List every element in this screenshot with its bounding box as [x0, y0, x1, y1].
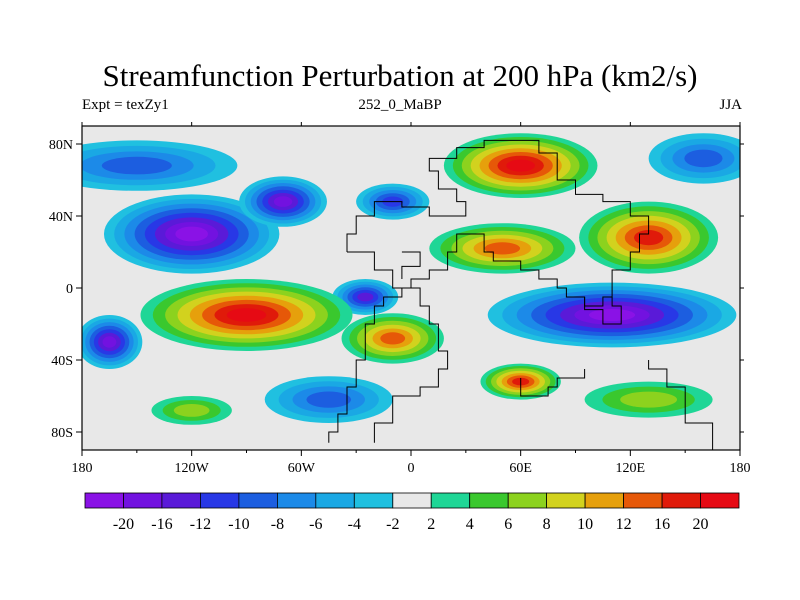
contour-band-16-2	[620, 391, 678, 408]
colorbar-box	[161, 492, 201, 509]
colorbar-box	[430, 492, 471, 509]
coastline-segment	[401, 251, 421, 279]
colorbar-label: 20	[693, 516, 709, 533]
colorbar-box	[123, 492, 163, 509]
x-tick-label: 120E	[616, 461, 646, 476]
coastline-segment	[346, 139, 650, 307]
colorbar-label: 8	[543, 516, 551, 533]
colorbar-label: 4	[466, 516, 474, 533]
contour-band-10-5	[380, 332, 406, 345]
colorbar-box	[353, 492, 394, 509]
experiment-label: Expt = texZy1	[82, 97, 169, 113]
colorbar-box	[199, 492, 240, 509]
contour-band-11-6	[102, 336, 117, 348]
coastline-segment	[520, 369, 586, 397]
x-tick-label: 60W	[288, 461, 316, 476]
colorbar-label: 16	[654, 516, 670, 533]
y-tick-label: 80S	[51, 426, 73, 441]
y-tick-label: 80N	[49, 138, 73, 153]
colorbar-box	[392, 492, 432, 509]
x-tick-label: 60E	[509, 461, 532, 476]
colorbar-label: -10	[228, 516, 249, 533]
colorbar-box	[315, 492, 355, 509]
x-axis: 180 120W 60W 0 60E 120E 180	[72, 122, 751, 476]
contour-band-0-7	[175, 226, 208, 242]
x-tick-label: 120W	[175, 461, 210, 476]
colorbar-label: -12	[190, 516, 211, 533]
period-label: 252_0_MaBP	[358, 97, 442, 113]
contour-band-8-3	[684, 149, 723, 168]
colorbar-box	[469, 492, 509, 509]
coastline-segment	[584, 297, 622, 325]
chart-title: Streamfunction Perturbation at 200 hPa (…	[102, 58, 698, 93]
coastline-segment	[648, 360, 714, 450]
contour-band-5-7	[506, 159, 535, 172]
colorbar-box	[584, 492, 624, 509]
contour-band-7-5	[484, 242, 521, 255]
colorbar-label: -4	[348, 516, 361, 533]
colorbar-label: 10	[577, 516, 593, 533]
colorbar-label: 12	[616, 516, 632, 533]
contour-band-9-7	[226, 308, 267, 322]
colorbar-label: 2	[427, 516, 435, 533]
colorbar-label: 6	[504, 516, 512, 533]
contour-band-14-3	[306, 391, 352, 408]
colorbar-box	[623, 492, 663, 509]
colorbar-box	[84, 492, 124, 509]
x-tick-label: 180	[730, 461, 751, 476]
x-tick-label: 0	[408, 461, 415, 476]
contour-band-1-3	[101, 156, 172, 175]
colorbar-box	[700, 492, 740, 509]
y-tick-label: 40N	[49, 210, 73, 225]
colorbar-box	[546, 492, 586, 509]
contour-band-4-5	[357, 292, 374, 302]
colorbar-box	[276, 492, 317, 509]
colorbar: -20 -16 -12 -10 -8 -6 -4 -2 2 4 6 8 10 12 16 20	[84, 492, 740, 533]
contour-band-12-7	[588, 309, 636, 321]
colorbar-label: -16	[151, 516, 172, 533]
colorbar-label: -20	[113, 516, 134, 533]
colorbar-box	[238, 492, 278, 509]
x-tick-label: 180	[72, 461, 93, 476]
y-tick-label: 0	[66, 282, 73, 297]
coastline-outline	[328, 139, 714, 450]
y-axis: 80S 40S 0 40N 80N	[49, 138, 744, 441]
colorbar-box	[507, 492, 548, 509]
contour-field	[82, 133, 740, 425]
contour-band-15-2	[173, 404, 210, 417]
season-label: JJA	[719, 97, 742, 113]
colorbar-label: -8	[271, 516, 284, 533]
colorbar-box	[661, 492, 701, 509]
y-tick-label: 40S	[51, 354, 73, 369]
contour-band-2-6	[273, 196, 293, 207]
colorbar-label: -2	[386, 516, 399, 533]
colorbar-label: -6	[309, 516, 322, 533]
